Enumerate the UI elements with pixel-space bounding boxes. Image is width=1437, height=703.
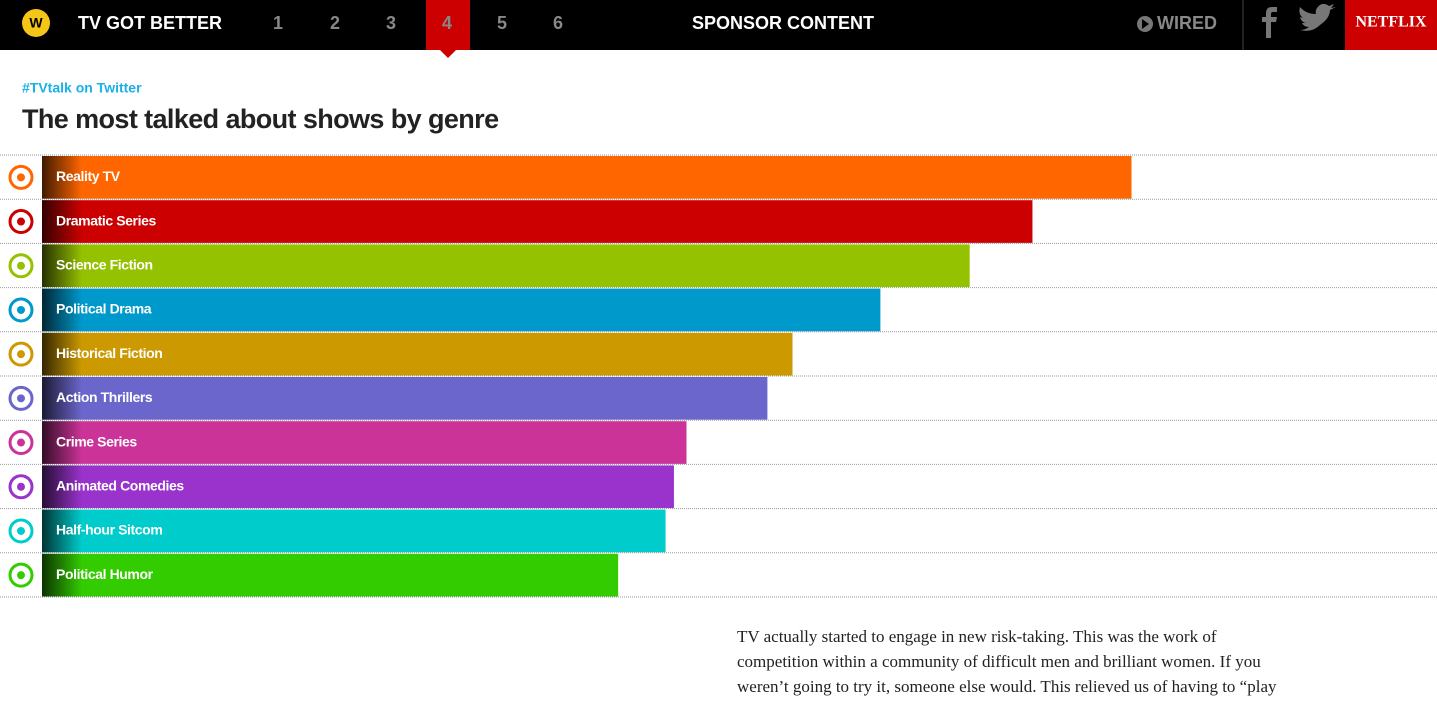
nav-item[interactable]: 2 xyxy=(330,13,340,33)
chart-subtitle: #TVtalk on Twitter xyxy=(22,80,142,96)
bar[interactable] xyxy=(42,244,970,288)
nav-item[interactable]: 3 xyxy=(386,13,396,33)
genre-icon-dot xyxy=(17,438,25,447)
genre-icon xyxy=(8,341,34,367)
bar-label: Political Humor xyxy=(56,566,154,582)
nav-item[interactable]: 1 xyxy=(273,13,283,33)
genre-icon xyxy=(8,253,34,279)
bar[interactable] xyxy=(42,156,1132,199)
bar[interactable] xyxy=(42,200,1033,243)
bar-shade xyxy=(42,465,82,509)
genre-icon xyxy=(8,164,34,190)
top-bar xyxy=(0,0,1437,50)
logo[interactable]: W xyxy=(29,15,43,31)
genre-icon-dot xyxy=(17,305,25,314)
facebook-icon[interactable] xyxy=(1262,7,1277,38)
twitter-icon[interactable] xyxy=(1299,3,1336,31)
genre-icon-dot xyxy=(17,394,25,403)
wired-link[interactable]: WIRED xyxy=(1157,13,1217,33)
netflix-logo[interactable]: NETFLIX xyxy=(1355,14,1427,31)
bar-label: Science Fiction xyxy=(56,256,153,272)
bar[interactable] xyxy=(42,553,619,597)
genre-icon-dot xyxy=(17,526,25,535)
genre-icon xyxy=(8,562,34,588)
netflix-box[interactable] xyxy=(1345,0,1437,50)
bar-shade xyxy=(42,421,82,464)
site-title[interactable]: TV GOT BETTER xyxy=(78,13,222,33)
bar-label: Reality TV xyxy=(56,168,121,184)
article-line: TV actually started to engage in new ris… xyxy=(737,627,1217,646)
genre-icon xyxy=(8,518,34,544)
sponsor-label: SPONSOR CONTENT xyxy=(692,13,874,33)
genre-icon-dot xyxy=(17,173,25,182)
bar-shade xyxy=(42,288,82,332)
bar-label: Half-hour Sitcom xyxy=(56,522,162,538)
bar-label: Political Drama xyxy=(56,301,152,317)
active-pointer xyxy=(440,50,456,58)
bar-shade xyxy=(42,377,82,420)
nav-item[interactable]: 6 xyxy=(553,13,563,33)
genre-icon-dot xyxy=(17,217,25,226)
genre-icon-dot xyxy=(17,571,25,580)
genre-icon xyxy=(8,430,34,456)
logo-circle[interactable] xyxy=(22,9,50,37)
genre-icon xyxy=(8,209,34,235)
bar[interactable] xyxy=(42,509,666,553)
bar-shade xyxy=(42,509,82,553)
genre-icon-dot xyxy=(17,261,25,270)
bar-label: Dramatic Series xyxy=(56,212,156,228)
genre-icon xyxy=(8,474,34,500)
bar[interactable] xyxy=(42,377,768,420)
bar[interactable] xyxy=(42,288,881,332)
article-line: weren’t going to try it, someone else wo… xyxy=(737,677,1277,696)
bar[interactable] xyxy=(42,465,674,509)
article-line: competition within a community of diffic… xyxy=(737,652,1261,671)
genre-icon-dot xyxy=(17,350,25,359)
bar-shade xyxy=(42,553,82,597)
nav-item[interactable]: 5 xyxy=(497,13,507,33)
bar-label: Crime Series xyxy=(56,433,137,449)
genre-icon xyxy=(8,385,34,411)
bar-shade xyxy=(42,156,82,199)
wired-arrow xyxy=(1142,19,1149,29)
bar-shade xyxy=(42,244,82,288)
bar[interactable] xyxy=(42,421,687,464)
nav-item[interactable]: 4 xyxy=(442,13,452,33)
bar-label: Action Thrillers xyxy=(56,389,153,405)
bar[interactable] xyxy=(42,332,793,376)
active-tab xyxy=(426,0,470,50)
genre-icon-dot xyxy=(17,482,25,491)
bar-label: Historical Fiction xyxy=(56,345,162,361)
genre-icon xyxy=(8,297,34,323)
chart-title: The most talked about shows by genre xyxy=(22,104,499,134)
bar-shade xyxy=(42,332,82,376)
bar-label: Animated Comedies xyxy=(56,477,184,493)
bar-shade xyxy=(42,200,82,243)
